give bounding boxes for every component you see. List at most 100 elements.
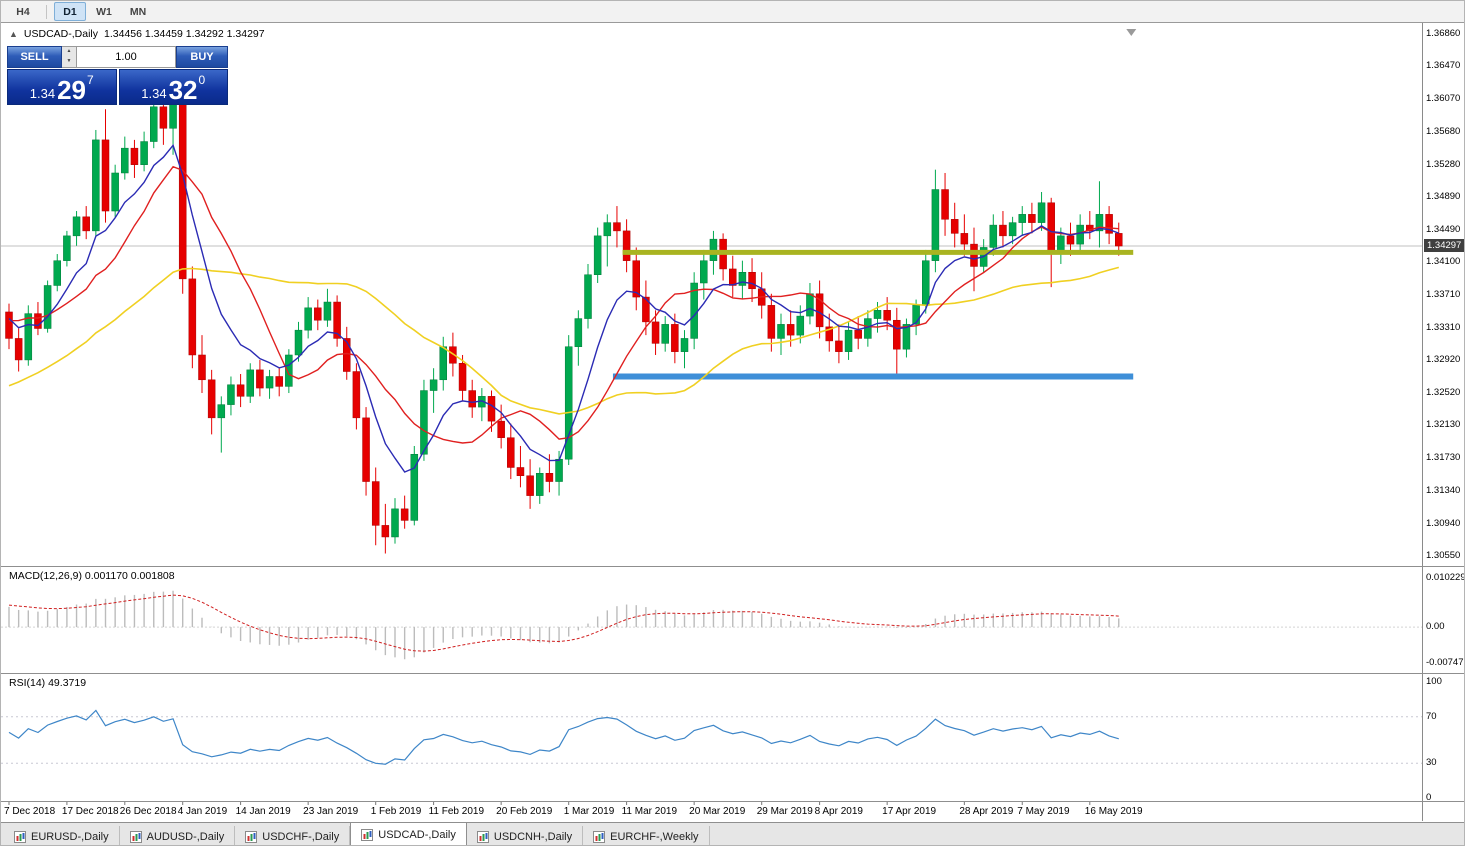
candle-body[interactable]	[63, 235, 71, 261]
candle-body[interactable]	[1037, 202, 1046, 223]
candle-body[interactable]	[458, 362, 467, 391]
candle-body[interactable]	[497, 420, 505, 438]
candle-body[interactable]	[526, 475, 534, 496]
time-axis[interactable]: 7 Dec 2018 17 Dec 2018 26 Dec 2018 4 Jan 20…	[1, 804, 1422, 821]
panel-separator-rsi[interactable]	[1, 673, 1464, 674]
candle-body[interactable]	[352, 371, 361, 419]
chart-tab-eurusd[interactable]: EURUSD-,Daily	[4, 826, 120, 845]
candle-body[interactable]	[989, 224, 998, 248]
candle-body[interactable]	[1008, 222, 1017, 237]
candle-body[interactable]	[1086, 224, 1094, 232]
candle-body[interactable]	[92, 139, 100, 232]
candle-body[interactable]	[371, 481, 380, 526]
candle-body[interactable]	[468, 390, 476, 408]
candle-body[interactable]	[198, 354, 206, 381]
chart-tab-usdchf[interactable]: USDCHF-,Daily	[235, 826, 351, 845]
candle-body[interactable]	[970, 243, 978, 267]
candle-body[interactable]	[285, 354, 293, 387]
candle-body[interactable]	[815, 293, 824, 328]
candle-body[interactable]	[323, 301, 332, 321]
volume-stepper[interactable]: ▲ ▼	[62, 46, 77, 68]
candle-body[interactable]	[314, 307, 322, 321]
candle-body[interactable]	[130, 147, 139, 165]
candle-body[interactable]	[950, 219, 959, 234]
candle-body[interactable]	[1076, 224, 1084, 245]
buy-button[interactable]: BUY	[176, 46, 228, 68]
candle-body[interactable]	[410, 453, 419, 521]
candle-body[interactable]	[748, 272, 756, 290]
panel-separator-macd[interactable]	[1, 566, 1464, 567]
candle-body[interactable]	[854, 329, 862, 339]
candle-body[interactable]	[893, 319, 901, 350]
candle-body[interactable]	[1066, 235, 1075, 245]
buy-price-display[interactable]: 1.34 32 0	[118, 69, 228, 105]
candle-body[interactable]	[738, 272, 747, 286]
candle-body[interactable]	[333, 301, 341, 339]
candle-body[interactable]	[362, 417, 370, 482]
candle-body[interactable]	[883, 310, 891, 321]
timeframe-button-d1[interactable]: D1	[54, 2, 86, 21]
candle-body[interactable]	[613, 222, 621, 232]
candle-body[interactable]	[159, 106, 168, 129]
candle-body[interactable]	[835, 340, 843, 352]
price-scale[interactable]: 1.34297 1.36860 1.36470 1.36070 1.35680 1.35…	[1422, 23, 1464, 821]
candle-body[interactable]	[14, 338, 23, 361]
chart-tab-eurchf[interactable]: EURCHF-,Weekly	[583, 826, 710, 845]
candle-body[interactable]	[246, 369, 254, 397]
candle-body[interactable]	[700, 260, 708, 284]
candle-body[interactable]	[420, 390, 428, 455]
candle-body[interactable]	[265, 376, 274, 389]
volume-decrease-icon[interactable]: ▼	[66, 58, 72, 64]
candle-body[interactable]	[343, 338, 351, 372]
candle-body[interactable]	[680, 338, 689, 352]
candle-body[interactable]	[429, 379, 438, 391]
chart-plot-area[interactable]	[1, 23, 1422, 821]
candle-body[interactable]	[150, 106, 158, 142]
candle-body[interactable]	[507, 437, 515, 468]
candle-body[interactable]	[555, 458, 563, 482]
candle-body[interactable]	[111, 172, 119, 212]
timeframe-button-h4[interactable]: H4	[16, 5, 30, 18]
candle-body[interactable]	[400, 508, 409, 521]
candle-body[interactable]	[487, 396, 496, 422]
candle-body[interactable]	[593, 235, 602, 275]
timeframe-button-mn[interactable]: MN	[129, 5, 147, 18]
candle-body[interactable]	[796, 315, 805, 336]
candle-body[interactable]	[1018, 214, 1026, 223]
sell-button[interactable]: SELL	[7, 46, 62, 68]
panel-collapse-icon[interactable]: ▲	[9, 29, 18, 39]
candle-body[interactable]	[121, 147, 129, 174]
candle-body[interactable]	[188, 278, 197, 356]
candle-body[interactable]	[960, 233, 969, 245]
candle-body[interactable]	[844, 329, 853, 352]
candle-body[interactable]	[729, 268, 737, 286]
candle-body[interactable]	[275, 376, 283, 387]
candle-body[interactable]	[53, 260, 61, 286]
candle-body[interactable]	[584, 274, 592, 319]
candle-body[interactable]	[236, 384, 245, 397]
candle-body[interactable]	[43, 285, 52, 329]
volume-input[interactable]: 1.00	[77, 46, 176, 68]
candle-body[interactable]	[564, 346, 573, 460]
candle-body[interactable]	[545, 473, 554, 482]
candle-body[interactable]	[632, 260, 640, 298]
candle-body[interactable]	[256, 369, 264, 389]
chart-shift-marker-icon[interactable]	[1126, 29, 1137, 36]
candle-body[interactable]	[227, 384, 235, 405]
chart-tab-audusd[interactable]: AUDUSD-,Daily	[120, 826, 236, 845]
candle-body[interactable]	[661, 324, 669, 344]
chart-tab-usdcad[interactable]: USDCAD-,Daily	[350, 822, 467, 845]
candle-body[interactable]	[140, 141, 148, 165]
candle-body[interactable]	[777, 324, 785, 339]
candle-body[interactable]	[767, 305, 776, 339]
candle-body[interactable]	[101, 139, 110, 212]
candle-body[interactable]	[1095, 214, 1104, 232]
candle-body[interactable]	[931, 189, 940, 261]
candle-body[interactable]	[304, 307, 312, 331]
candle-body[interactable]	[1028, 214, 1036, 223]
candle-body[interactable]	[999, 224, 1007, 237]
sell-price-display[interactable]: 1.34 29 7	[7, 69, 117, 105]
candle-body[interactable]	[516, 467, 525, 477]
timeframe-button-w1[interactable]: W1	[96, 5, 112, 18]
candle-body[interactable]	[603, 222, 612, 237]
